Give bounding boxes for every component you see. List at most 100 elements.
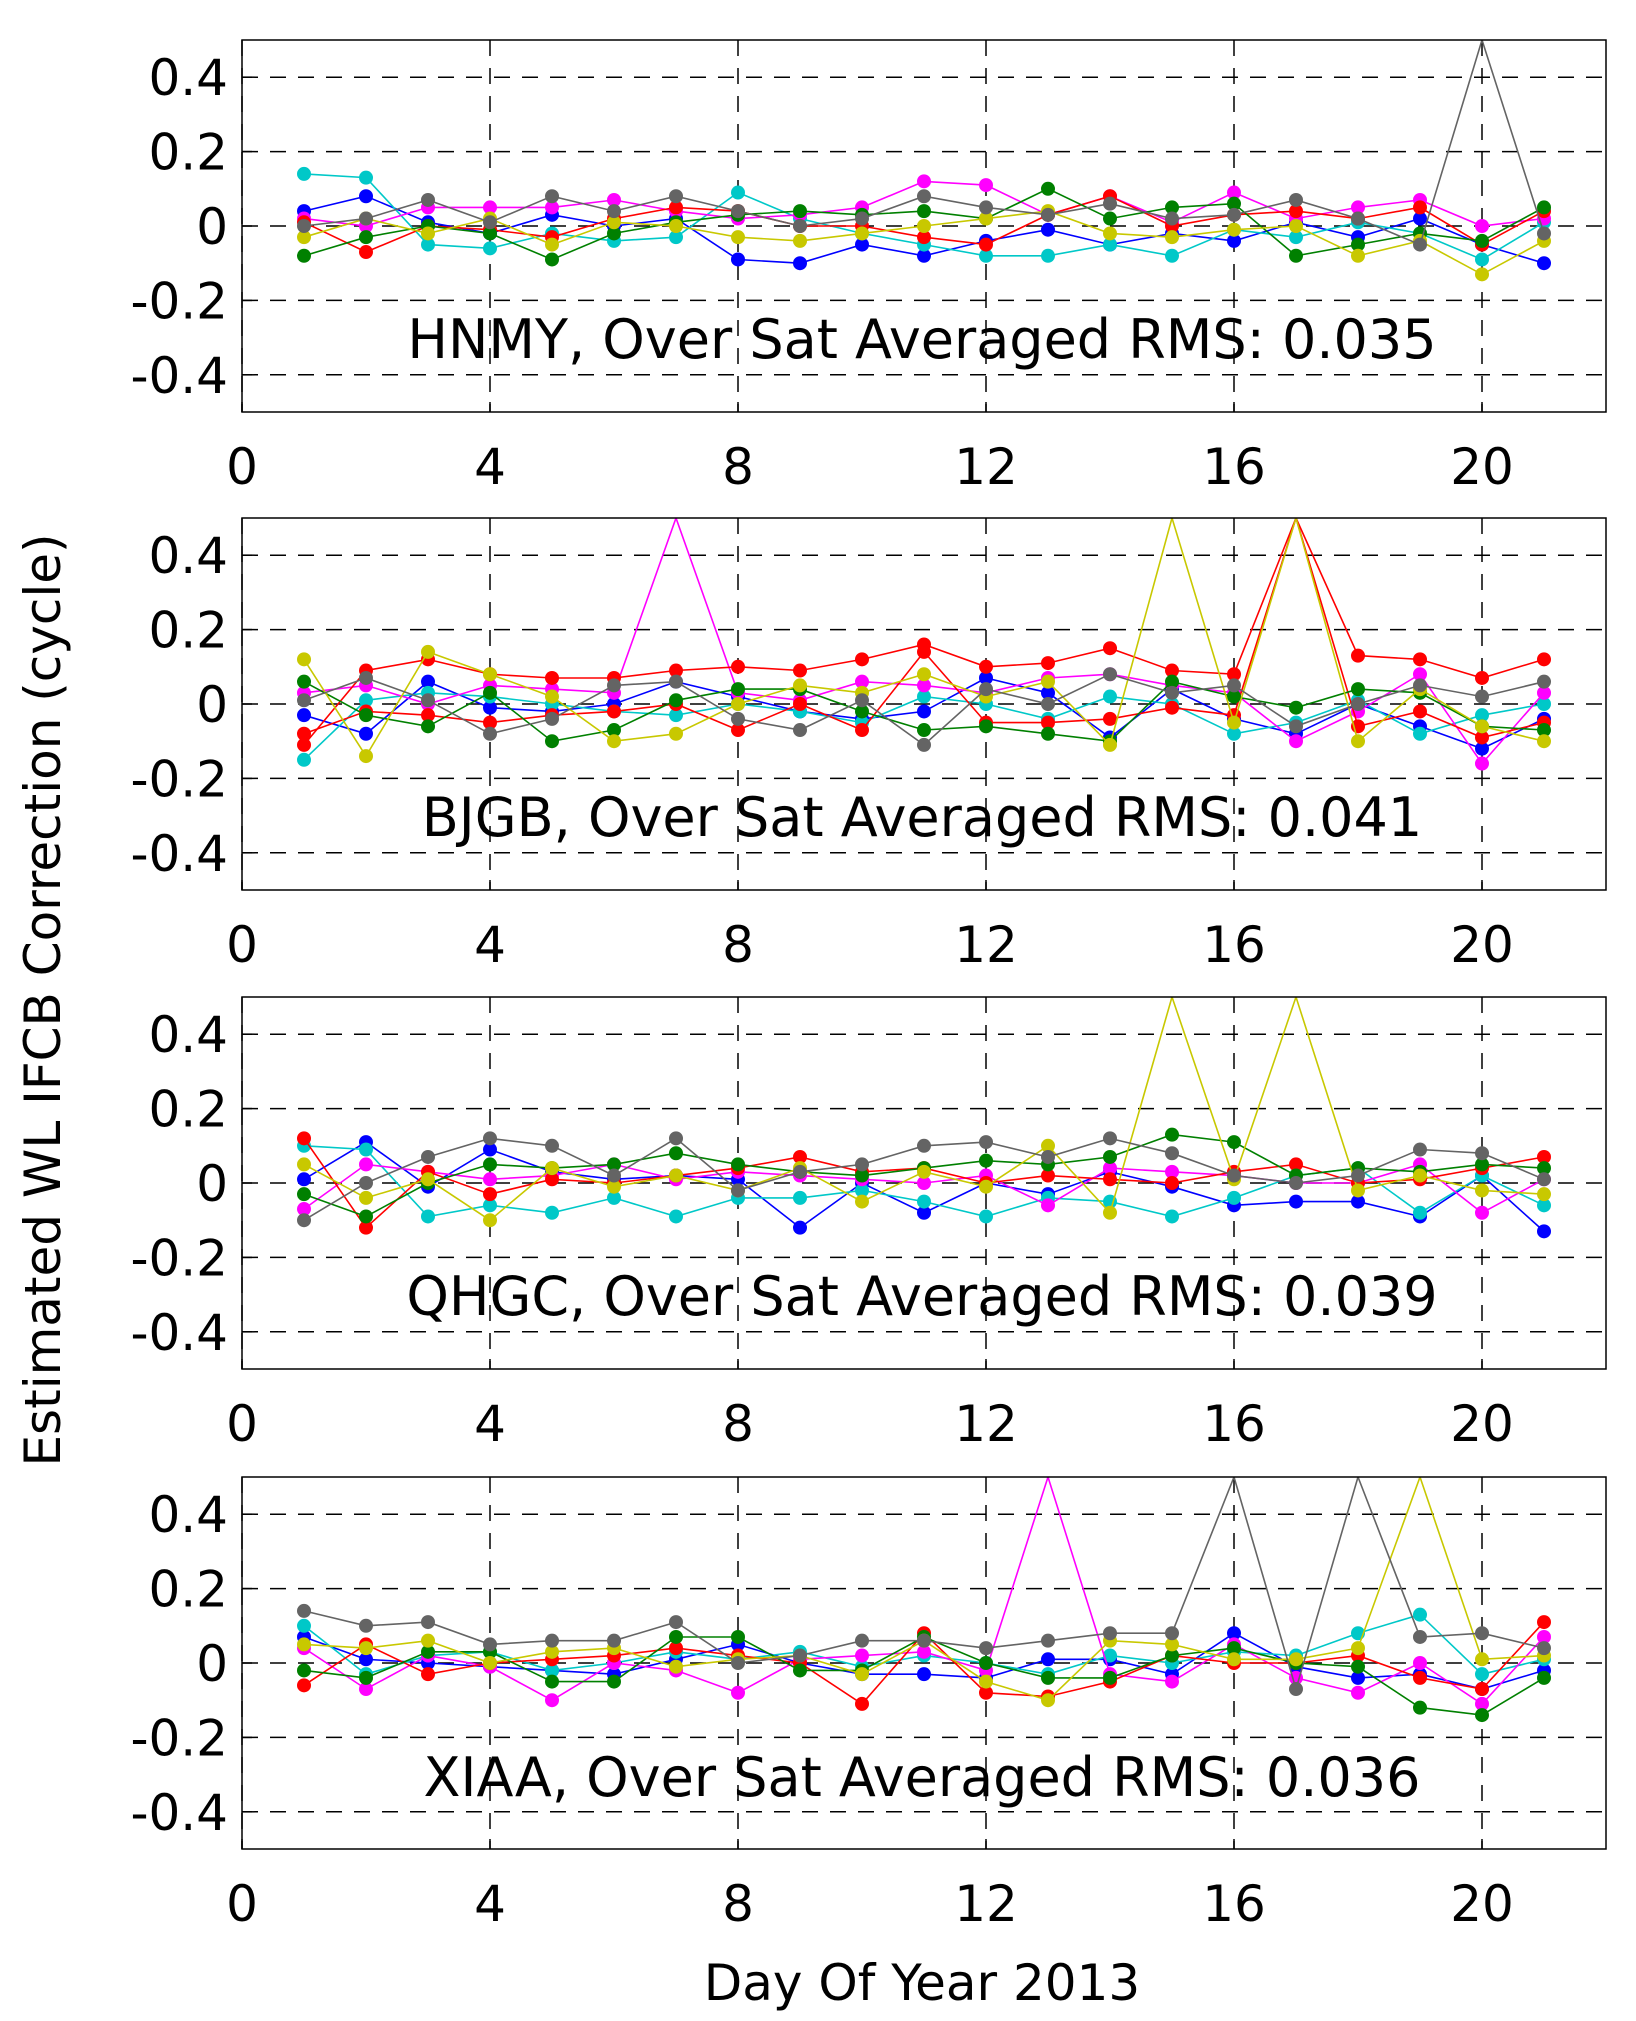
- data-point-gray: [1103, 667, 1117, 682]
- data-point-magenta: [1041, 1198, 1055, 1213]
- data-point-gray: [1227, 1168, 1241, 1183]
- data-point-green: [793, 204, 807, 219]
- data-point-olive: [1289, 1652, 1303, 1667]
- data-point-magenta: [483, 200, 497, 215]
- x-tick-label: 0: [226, 1875, 258, 1933]
- data-point-gray: [1413, 237, 1427, 252]
- data-point-green: [1289, 700, 1303, 715]
- data-point-green: [607, 1674, 621, 1689]
- data-point-olive: [917, 219, 931, 233]
- data-point-olive: [421, 1633, 435, 1648]
- data-point-red: [1289, 1157, 1303, 1172]
- data-point-green: [1475, 1708, 1489, 1723]
- data-point-gray: [669, 674, 683, 689]
- data-point-red: [1475, 1682, 1489, 1697]
- data-point-magenta: [1351, 1685, 1365, 1700]
- x-tick-label: 20: [1450, 438, 1514, 496]
- data-point-green: [607, 723, 621, 738]
- data-point-gray: [1537, 1172, 1551, 1187]
- data-point-red: [731, 659, 745, 674]
- data-point-olive: [297, 1637, 311, 1652]
- data-point-cyan: [1103, 237, 1117, 252]
- data-point-blue: [731, 252, 745, 267]
- data-point-gray: [1537, 1641, 1551, 1656]
- data-point-magenta: [1165, 1674, 1179, 1689]
- data-point-green: [1227, 196, 1241, 211]
- data-point-gray: [421, 693, 435, 708]
- data-point-cyan: [1103, 689, 1117, 704]
- data-point-cyan: [731, 185, 745, 200]
- data-point-blue: [1475, 741, 1489, 756]
- data-point-gray: [731, 711, 745, 726]
- data-point-blue: [793, 1220, 807, 1235]
- x-tick-label: 4: [474, 916, 506, 974]
- data-point-magenta: [1289, 734, 1303, 749]
- data-point-cyan: [917, 1194, 931, 1209]
- data-point-red: [855, 652, 869, 667]
- data-point-gray: [297, 219, 311, 233]
- data-point-gray: [1351, 211, 1365, 226]
- data-point-green: [855, 1168, 869, 1183]
- data-point-red: [359, 245, 373, 260]
- x-tick-label: 16: [1202, 1875, 1266, 1933]
- y-tick-label: 0: [196, 1155, 228, 1213]
- x-tick-label: 20: [1450, 1395, 1514, 1453]
- data-point-red: [1475, 670, 1489, 685]
- x-tick-label: 4: [474, 1395, 506, 1453]
- data-point-cyan: [297, 752, 311, 767]
- data-point-olive: [607, 734, 621, 749]
- data-point-gray: [1103, 1131, 1117, 1146]
- data-point-green: [1103, 211, 1117, 226]
- data-point-magenta: [545, 1693, 559, 1708]
- y-tick-label: -0.2: [130, 1229, 228, 1287]
- data-point-blue: [297, 708, 311, 723]
- data-point-gray: [483, 1637, 497, 1652]
- data-point-gray: [855, 1157, 869, 1172]
- panel-hnmy: 0.4 0.2 0 -0.2 -0.4 0 4 8 12 16 20 HNMY, Over Sat …: [130, 39, 1607, 496]
- data-point-gray: [669, 1131, 683, 1146]
- data-point-red: [979, 1685, 993, 1700]
- data-point-green: [669, 1146, 683, 1161]
- data-point-olive: [1103, 226, 1117, 241]
- data-point-gray: [793, 1164, 807, 1179]
- data-point-olive: [917, 667, 931, 682]
- data-point-gray: [359, 1176, 373, 1190]
- data-point-red: [1289, 204, 1303, 219]
- data-point-blue: [1227, 233, 1241, 248]
- data-point-olive: [1227, 1652, 1241, 1667]
- data-point-cyan: [1289, 230, 1303, 245]
- data-point-blue: [1351, 1194, 1365, 1209]
- data-point-blue: [917, 1667, 931, 1682]
- data-point-olive: [1475, 1183, 1489, 1198]
- data-point-olive: [1413, 1168, 1427, 1183]
- data-point-blue: [483, 1142, 497, 1157]
- data-point-gray: [1475, 1626, 1489, 1641]
- panel-annotation: QHGC, Over Sat Averaged RMS: 0.039: [406, 1265, 1437, 1328]
- data-point-cyan: [545, 1205, 559, 1220]
- data-point-green: [917, 204, 931, 219]
- data-point-magenta: [855, 674, 869, 689]
- data-point-olive: [545, 689, 559, 704]
- data-point-green: [855, 704, 869, 719]
- x-tick-labels: 0 4 8 12 16 20: [226, 880, 1514, 974]
- data-point-red: [1413, 200, 1427, 215]
- data-point-olive: [1227, 715, 1241, 730]
- data-point-olive: [607, 215, 621, 230]
- data-point-olive: [545, 1161, 559, 1176]
- panel-qhgc: 0.4 0.2 0 -0.2 -0.4 0 4 8 12 16 20 QHGC, Over Sat …: [130, 996, 1607, 1453]
- x-tick-labels: 0 4 8 12 16 20: [226, 402, 1514, 496]
- data-point-cyan: [607, 1190, 621, 1205]
- data-point-gray: [545, 711, 559, 726]
- data-point-olive: [1475, 1652, 1489, 1667]
- data-point-blue: [1227, 1626, 1241, 1641]
- data-point-green: [669, 693, 683, 708]
- data-point-magenta: [917, 1176, 931, 1190]
- data-point-gray: [917, 189, 931, 204]
- y-tick-label: -0.4: [130, 347, 228, 405]
- data-point-olive: [483, 1213, 497, 1228]
- y-tick-label: 0.2: [148, 124, 228, 182]
- data-point-red: [297, 737, 311, 752]
- data-point-olive: [1165, 230, 1179, 245]
- data-point-green: [1041, 1670, 1055, 1685]
- data-point-gray: [793, 219, 807, 233]
